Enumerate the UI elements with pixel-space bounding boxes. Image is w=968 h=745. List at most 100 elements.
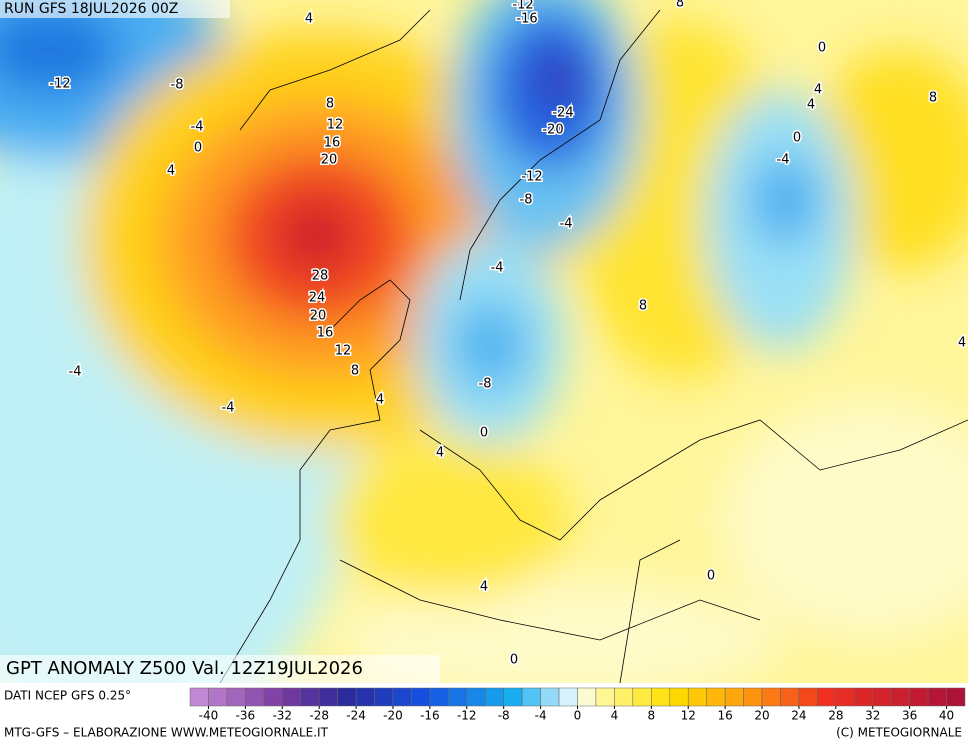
contour-label: -4 [69,365,82,380]
legend-swatch [355,687,375,707]
legend-swatch [429,687,449,707]
legend-tick-label: 16 [717,709,732,723]
legend-swatch [651,687,671,707]
source-label: DATI NCEP GFS 0.25° [4,689,131,703]
legend-swatch [817,687,837,707]
contour-label: 4 [305,12,313,27]
contour-label: 8 [326,97,334,112]
legend-swatch [890,687,910,707]
legend-swatch [669,687,689,707]
contour-label: 4 [480,580,488,595]
legend-tick-label: -12 [457,709,477,723]
legend-tick-label: 4 [611,709,619,723]
contour-label: -8 [520,193,533,208]
contour-label: 4 [167,164,175,179]
legend-swatch [374,687,394,707]
legend-tick-label: 12 [681,709,696,723]
contour-label: 20 [310,309,327,324]
legend-tick-label: -8 [498,709,510,723]
legend-tick-label: 36 [902,709,917,723]
contour-label: 0 [818,41,826,56]
contour-label: 0 [510,653,518,668]
legend-swatch [503,687,523,707]
legend-swatch [521,687,541,707]
legend-tick-label: -4 [535,709,547,723]
legend-swatch [411,687,431,707]
legend-swatch [577,687,597,707]
contour-label: 4 [376,393,384,408]
contour-label: 4 [436,446,444,461]
legend-swatch [706,687,726,707]
legend-swatch [318,687,338,707]
credit-left: MTG-GFS – ELABORAZIONE WWW.METEOGIORNALE… [4,726,329,740]
legend-tick-label: 40 [939,709,954,723]
contour-label: -12 [49,77,70,92]
contour-label: -4 [491,261,504,276]
map-title: GPT ANOMALY Z500 Val. 12Z19JUL2026 [6,658,363,679]
contour-label: 4 [814,83,822,98]
contour-label: 0 [793,131,801,146]
legend-swatch [946,687,966,707]
legend-tick-label: -16 [420,709,440,723]
legend-tick-label: 24 [791,709,806,723]
legend-tick-label: 28 [828,709,843,723]
contour-label: 20 [321,153,338,168]
legend-tick-label: -24 [346,709,366,723]
legend-swatch [872,687,892,707]
contour-label: 16 [317,326,334,341]
contour-label: 28 [312,269,329,284]
contour-label: 0 [194,141,202,156]
color-legend: -40 -36 -32 -28 -24 -20 -16 -12 -8 -4 0 4 8 12 16 20 24 2… [189,687,966,723]
contour-label: -4 [191,120,204,135]
legend-swatch [300,687,320,707]
contour-label: 8 [929,91,937,106]
contour-label: -8 [171,78,184,93]
legend-swatch [761,687,781,707]
contour-label: 12 [335,344,352,359]
legend-swatch [724,687,744,707]
legend-swatch [337,687,357,707]
legend-swatch [927,687,947,707]
legend-swatch [263,687,283,707]
contour-label: -4 [222,401,235,416]
legend-tick-label: -28 [309,709,329,723]
contour-label: -12 [512,0,533,13]
run-bg [0,0,230,18]
legend-swatch [392,687,412,707]
legend-swatch [835,687,855,707]
legend-swatch [632,687,652,707]
credit-right: (C) METEOGIORNALE [836,726,962,740]
contour-label: 8 [351,364,359,379]
legend-tick-label: -40 [199,709,219,723]
legend-swatch [226,687,246,707]
legend-swatch [448,687,468,707]
contour-label: 8 [639,299,647,314]
contour-label: 16 [324,136,341,151]
run-label: RUN GFS 18JUL2026 00Z [4,1,178,17]
contour-label: -4 [560,217,573,232]
legend-swatch [245,687,265,707]
legend-swatch [595,687,615,707]
coastlines [219,9,968,683]
legend-tick-label: 32 [865,709,880,723]
contour-label: -24 [552,106,573,121]
contour-label: -20 [542,123,563,138]
contour-label: 0 [707,569,715,584]
legend-swatch [909,687,929,707]
legend-swatch [743,687,763,707]
contour-label: 8 [676,0,684,11]
contour-label: -12 [521,170,542,185]
legend-tick-label: 20 [754,709,769,723]
contour-label: -4 [777,153,790,168]
legend-tick-label: -36 [236,709,256,723]
legend-swatch [798,687,818,707]
contour-label: -8 [479,377,492,392]
legend-tick-label: -20 [383,709,403,723]
contour-label: -16 [516,12,537,27]
legend-swatch [208,687,228,707]
legend-swatch [466,687,486,707]
title-bg [0,655,440,683]
legend-tick-label: 8 [647,709,655,723]
